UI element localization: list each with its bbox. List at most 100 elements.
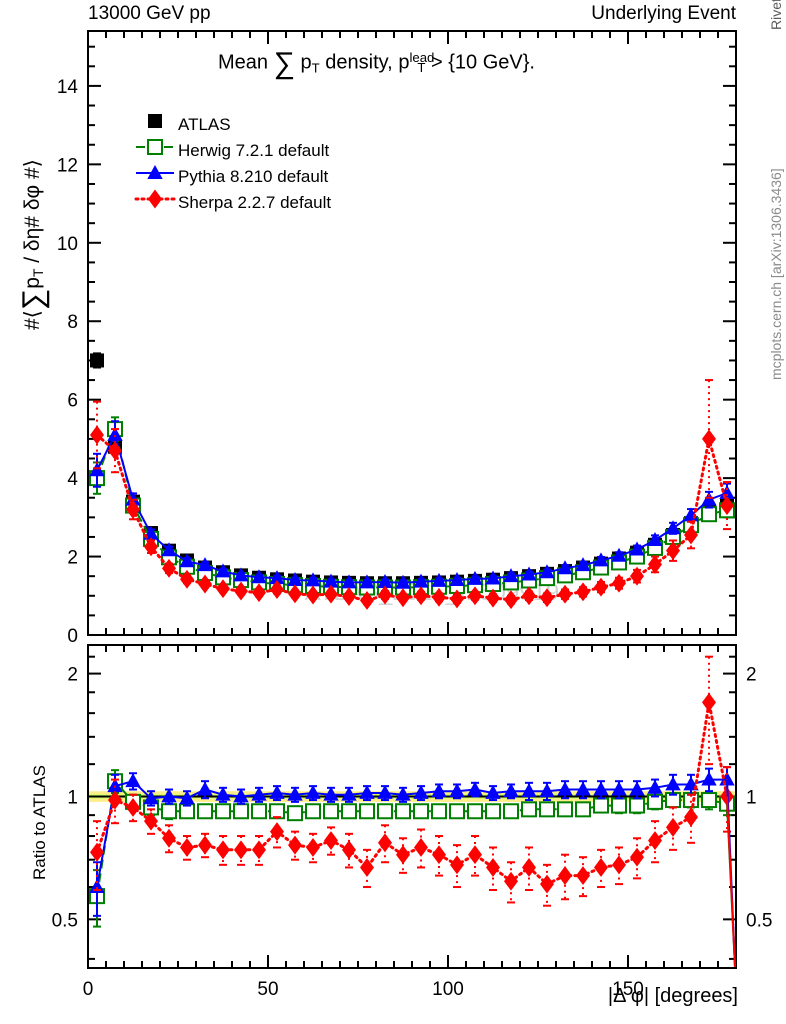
ratio-y-tick-label-right: 1 <box>746 787 757 808</box>
marker-diamond-filled <box>378 833 392 853</box>
marker-triangle-filled <box>143 790 159 805</box>
marker-diamond-filled <box>216 579 230 599</box>
marker-triangle-filled <box>611 781 627 796</box>
marker-triangle-filled <box>611 547 627 562</box>
marker-square-open <box>197 803 213 820</box>
marker-diamond-filled <box>108 790 122 810</box>
title-sub-t2: T <box>417 60 426 76</box>
marker-triangle-filled <box>467 781 483 796</box>
legend-item-atlas[interactable]: ATLAS <box>178 112 331 138</box>
marker-diamond-filled <box>432 587 446 607</box>
marker-square-filled <box>90 353 104 368</box>
marker-diamond-filled <box>378 585 392 605</box>
marker-diamond-filled <box>576 582 590 602</box>
ratio-y-tick-label-right: 2 <box>746 665 757 686</box>
marker-square-open <box>557 801 573 818</box>
marker-square-open <box>593 797 609 814</box>
marker-square-open <box>233 803 249 820</box>
marker-diamond-filled <box>288 835 302 855</box>
marker-diamond-filled <box>252 583 266 603</box>
marker-triangle-filled <box>161 788 177 803</box>
marker-square-open <box>629 797 645 814</box>
header-left: 13000 GeV pp <box>88 3 211 24</box>
marker-diamond-filled <box>684 525 698 545</box>
marker-diamond-filled <box>702 692 716 712</box>
legend-marker-square-filled <box>148 114 162 128</box>
marker-triangle-filled <box>107 778 123 793</box>
marker-square-open <box>467 803 483 820</box>
marker-diamond-filled <box>630 566 644 586</box>
legend-item-pythia[interactable]: Pythia 8.210 default <box>178 164 331 190</box>
marker-diamond-filled <box>180 838 194 857</box>
marker-diamond-filled <box>126 500 140 519</box>
marker-square-open <box>395 803 411 820</box>
marker-diamond-filled <box>342 587 356 607</box>
x-tick-label: 150 <box>612 979 644 1000</box>
marker-triangle-filled <box>449 783 465 798</box>
marker-triangle-filled <box>377 574 393 589</box>
y-tick-label: 0 <box>67 626 78 647</box>
marker-diamond-filled <box>90 425 104 445</box>
marker-diamond-filled <box>216 840 230 860</box>
marker-square-open <box>305 803 321 820</box>
marker-triangle-filled <box>341 786 357 801</box>
marker-diamond-filled <box>126 797 140 817</box>
marker-square-open <box>539 801 555 818</box>
marker-square-open <box>485 803 501 820</box>
legend: ATLAS Herwig 7.2.1 default Pythia 8.210 de… <box>134 112 331 216</box>
marker-triangle-filled <box>197 781 213 796</box>
marker-triangle-filled <box>467 570 483 585</box>
y-tick-label: 14 <box>57 77 79 98</box>
legend-item-herwig[interactable]: Herwig 7.2.1 default <box>178 138 331 164</box>
marker-diamond-filled <box>486 588 500 608</box>
marker-triangle-filled <box>701 771 717 786</box>
ratio-y-tick-label: 2 <box>67 665 78 686</box>
marker-triangle-filled <box>287 572 303 587</box>
marker-triangle-filled <box>161 542 177 557</box>
legend-label: ATLAS <box>178 115 231 134</box>
marker-triangle-filled <box>665 776 681 791</box>
marker-triangle-filled <box>377 784 393 799</box>
marker-diamond-filled <box>324 584 338 604</box>
marker-diamond-filled <box>630 847 644 867</box>
marker-diamond-filled <box>432 845 446 865</box>
marker-triangle-filled <box>647 532 663 547</box>
marker-diamond-filled <box>306 585 320 605</box>
marker-triangle-filled <box>215 786 231 801</box>
marker-square-open <box>215 803 231 820</box>
marker-diamond-filled <box>360 591 374 610</box>
ratio-y-tick-label-right: 0.5 <box>746 910 772 931</box>
marker-triangle-filled <box>503 568 519 583</box>
y-tick-label: 10 <box>57 234 78 255</box>
title-p: p <box>300 51 312 74</box>
marker-diamond-filled <box>612 573 626 593</box>
marker-diamond-filled <box>162 828 176 848</box>
marker-square-open <box>359 803 375 820</box>
marker-triangle-filled <box>413 573 429 588</box>
ratio-edge-drop <box>726 796 736 968</box>
legend-marker-diamond-filled <box>148 189 162 209</box>
marker-diamond-filled <box>450 855 464 875</box>
marker-triangle-filled <box>251 569 267 584</box>
legend-item-sherpa[interactable]: Sherpa 2.2.7 default <box>178 190 331 216</box>
marker-diamond-filled <box>486 858 500 877</box>
title-mid: density, <box>325 51 393 74</box>
marker-diamond-filled <box>198 835 212 855</box>
marker-diamond-filled <box>306 838 320 857</box>
marker-diamond-filled <box>144 537 158 557</box>
marker-triangle-filled <box>593 552 609 567</box>
marker-triangle-filled <box>629 541 645 556</box>
marker-triangle-filled <box>485 570 501 585</box>
marker-triangle-filled <box>125 491 141 506</box>
marker-triangle-filled <box>431 783 447 798</box>
marker-square-open <box>575 801 591 818</box>
marker-diamond-filled <box>522 858 536 877</box>
marker-triangle-filled <box>215 563 231 578</box>
marker-square-open <box>287 805 303 822</box>
marker-triangle-filled <box>557 560 573 575</box>
marker-triangle-filled <box>107 426 123 441</box>
marker-diamond-filled <box>450 589 464 609</box>
marker-triangle-filled <box>233 788 249 803</box>
marker-triangle-filled <box>125 773 141 788</box>
